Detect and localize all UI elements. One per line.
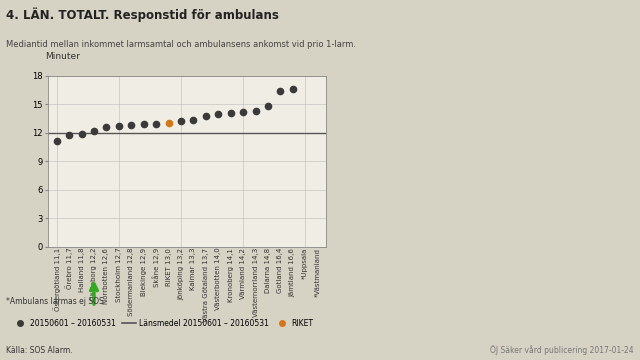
Text: Södermanland 12,8: Södermanland 12,8 — [128, 248, 134, 316]
Text: ÖJ Säker vård publicering 2017-01-24: ÖJ Säker vård publicering 2017-01-24 — [490, 345, 634, 355]
Text: Östergötland 11,1: Östergötland 11,1 — [52, 248, 61, 311]
Text: Blekinge 12,9: Blekinge 12,9 — [141, 248, 147, 296]
Legend: 20150601 – 20160531, Länsmedel 20150601 – 20160531, RIKET: 20150601 – 20160531, Länsmedel 20150601 … — [10, 316, 317, 331]
Text: *Västmanland: *Västmanland — [315, 248, 321, 297]
Text: Jämtland 16,6: Jämtland 16,6 — [290, 248, 296, 297]
Text: Kalmar 13,3: Kalmar 13,3 — [191, 248, 196, 290]
Text: Västra Götaland 13,7: Västra Götaland 13,7 — [203, 248, 209, 322]
Text: Dalarna 14,8: Dalarna 14,8 — [265, 248, 271, 293]
Text: *Ambulans larmas ej SOS: *Ambulans larmas ej SOS — [6, 297, 104, 306]
Text: Minuter: Minuter — [45, 52, 79, 61]
Text: Värmland 14,2: Värmland 14,2 — [240, 248, 246, 298]
Text: Halland 11,8: Halland 11,8 — [79, 248, 84, 292]
Text: Jönköping 13,2: Jönköping 13,2 — [178, 248, 184, 300]
Text: Gotland 16,4: Gotland 16,4 — [277, 248, 284, 293]
Text: Skåne 12,9: Skåne 12,9 — [152, 248, 160, 287]
Text: Norrbotten 12,6: Norrbotten 12,6 — [104, 248, 109, 303]
Text: 4. LÄN. TOTALT. Responstid för ambulans: 4. LÄN. TOTALT. Responstid för ambulans — [6, 7, 279, 22]
Text: Källa: SOS Alarm.: Källa: SOS Alarm. — [6, 346, 73, 355]
Text: Kronoberg 14,1: Kronoberg 14,1 — [228, 248, 234, 302]
Text: Stockholm 12,7: Stockholm 12,7 — [116, 248, 122, 302]
Text: *Uppsala: *Uppsala — [302, 248, 308, 279]
Text: Örebro 11,7: Örebro 11,7 — [65, 248, 73, 289]
Text: Mediantid mellan inkommet larmsamtal och ambulansens ankomst vid prio 1-larm.: Mediantid mellan inkommet larmsamtal och… — [6, 40, 356, 49]
Text: Gävleborg 12,2: Gävleborg 12,2 — [91, 248, 97, 301]
Text: Västernorrland 14,3: Västernorrland 14,3 — [253, 248, 259, 317]
Text: RIKET 13,0: RIKET 13,0 — [166, 248, 172, 285]
Text: Västerbotten 14,0: Västerbotten 14,0 — [215, 248, 221, 310]
